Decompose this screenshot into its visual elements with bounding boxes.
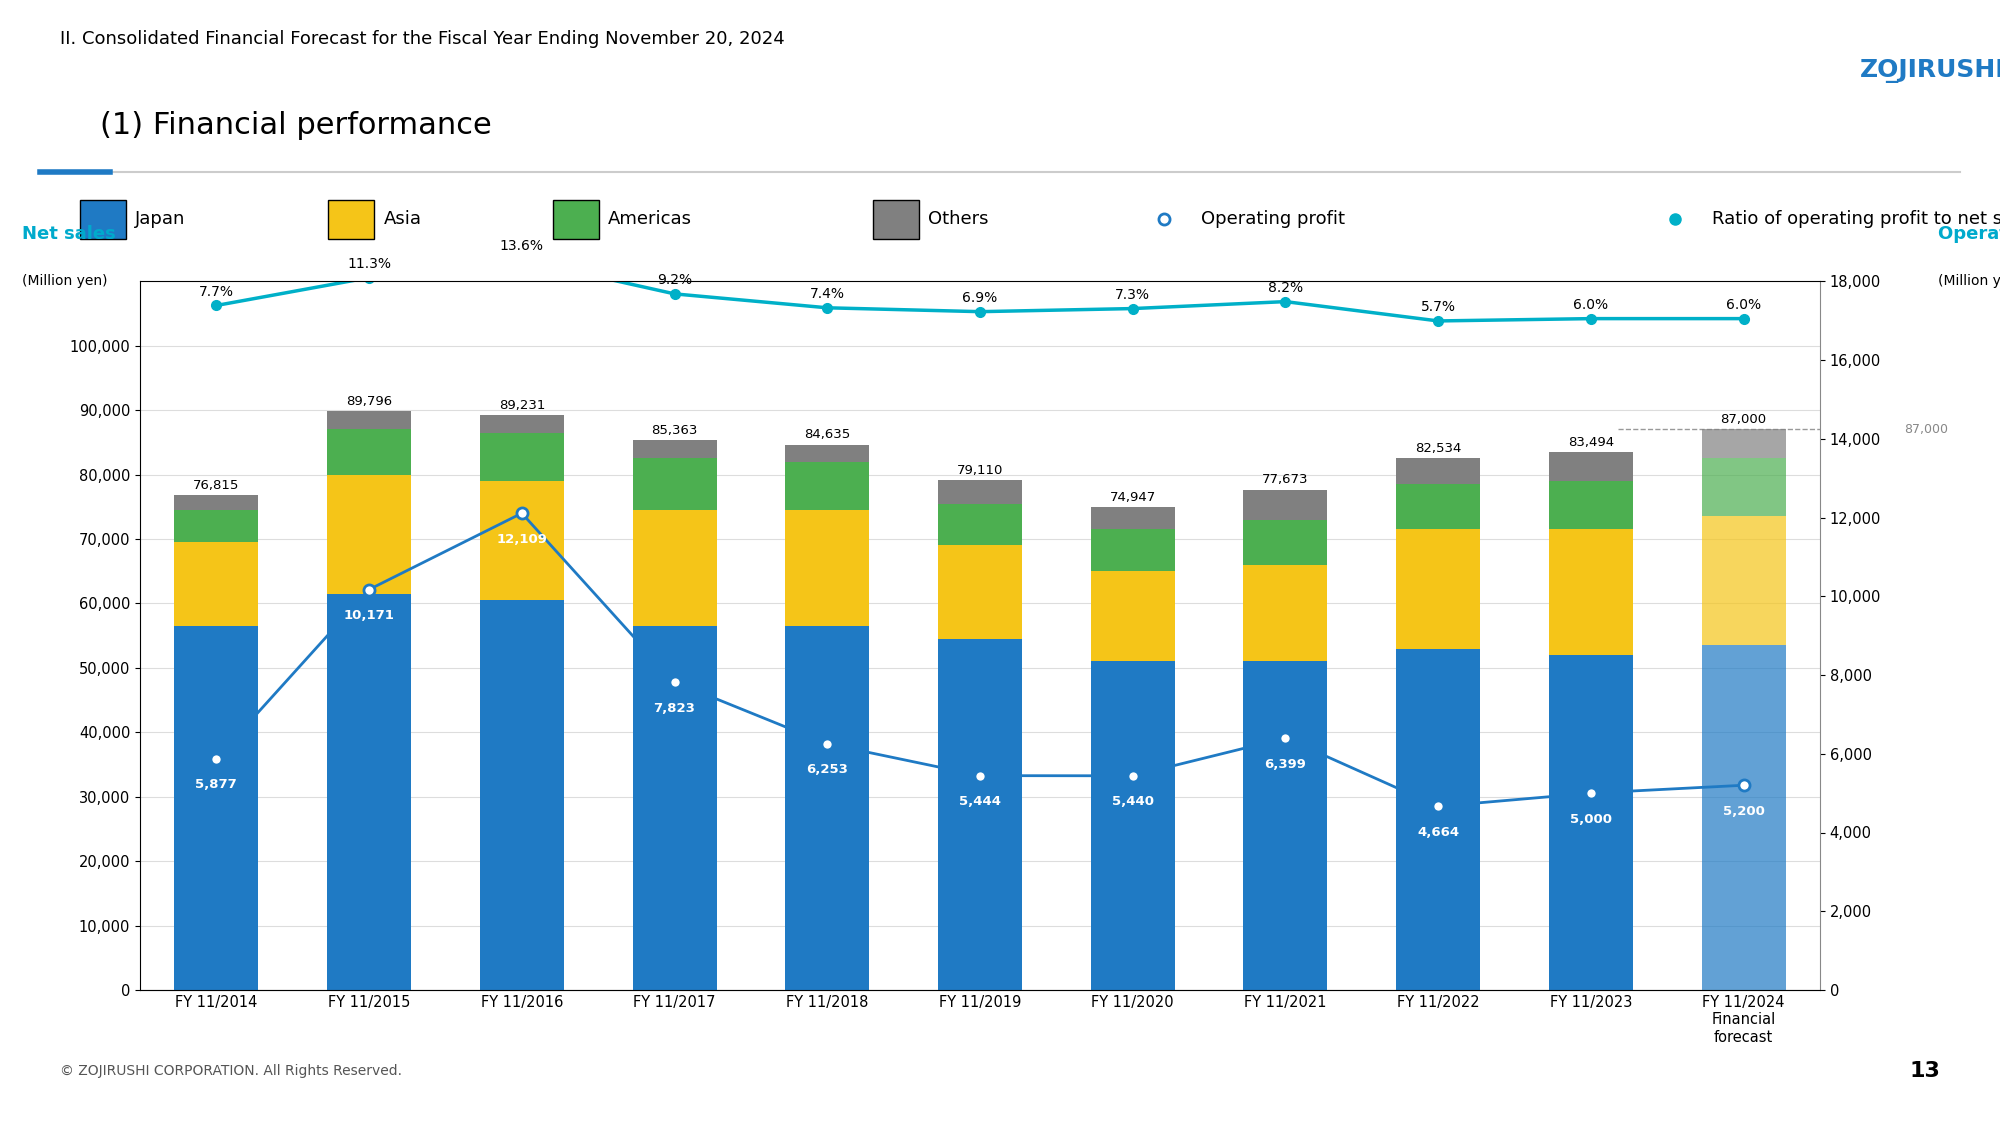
Text: 84,635: 84,635 bbox=[804, 429, 850, 441]
Bar bbox=[1548, 530, 1632, 655]
Text: 6.0%: 6.0% bbox=[1574, 298, 1608, 312]
Text: 9.2%: 9.2% bbox=[656, 273, 692, 287]
Text: Operating profit: Operating profit bbox=[1938, 225, 2000, 243]
Bar bbox=[480, 482, 564, 601]
Bar bbox=[1090, 529, 1174, 572]
Text: Japan: Japan bbox=[136, 210, 186, 228]
Bar bbox=[328, 430, 412, 475]
Text: 12,109: 12,109 bbox=[496, 533, 548, 546]
Bar bbox=[1702, 516, 1786, 646]
Bar bbox=[786, 510, 870, 626]
Bar bbox=[1396, 530, 1480, 648]
Text: © ZOJIRUSHI CORPORATION. All Rights Reserved.: © ZOJIRUSHI CORPORATION. All Rights Rese… bbox=[60, 1064, 402, 1078]
Text: 79,110: 79,110 bbox=[956, 464, 1004, 477]
Bar bbox=[632, 510, 716, 626]
Text: 11.3%: 11.3% bbox=[348, 258, 392, 271]
FancyBboxPatch shape bbox=[328, 199, 374, 238]
Text: Net sales: Net sales bbox=[22, 225, 116, 243]
Bar bbox=[328, 594, 412, 990]
Bar bbox=[328, 412, 412, 430]
Text: 6,253: 6,253 bbox=[806, 764, 848, 776]
Bar bbox=[174, 510, 258, 542]
Text: 89,796: 89,796 bbox=[346, 395, 392, 408]
Bar bbox=[1090, 507, 1174, 530]
Text: Others: Others bbox=[928, 210, 988, 228]
Text: 74,947: 74,947 bbox=[1110, 490, 1156, 504]
Text: 6.9%: 6.9% bbox=[962, 291, 998, 305]
Text: (1) Financial performance: (1) Financial performance bbox=[100, 111, 492, 141]
Bar bbox=[786, 444, 870, 461]
Bar bbox=[632, 459, 716, 510]
Text: Americas: Americas bbox=[608, 210, 692, 228]
Text: 5,877: 5,877 bbox=[196, 778, 238, 791]
FancyBboxPatch shape bbox=[80, 199, 126, 238]
Text: 4,664: 4,664 bbox=[1418, 826, 1460, 839]
Bar bbox=[1244, 520, 1328, 565]
Text: 85,363: 85,363 bbox=[652, 424, 698, 436]
Text: 89,231: 89,231 bbox=[498, 399, 546, 412]
Bar bbox=[632, 440, 716, 459]
Bar bbox=[1548, 482, 1632, 530]
Bar bbox=[1244, 662, 1328, 990]
Text: Asia: Asia bbox=[384, 210, 422, 228]
Bar bbox=[1702, 646, 1786, 990]
Bar bbox=[1548, 655, 1632, 990]
Text: 13.6%: 13.6% bbox=[500, 240, 544, 253]
Bar bbox=[1090, 572, 1174, 662]
Text: 5.7%: 5.7% bbox=[1420, 300, 1456, 315]
Text: (Million yen): (Million yen) bbox=[1938, 274, 2000, 288]
Bar bbox=[174, 542, 258, 626]
Bar bbox=[786, 461, 870, 510]
Bar bbox=[632, 626, 716, 990]
Bar bbox=[1548, 452, 1632, 481]
Bar bbox=[1396, 458, 1480, 484]
Text: 13: 13 bbox=[1910, 1061, 1940, 1081]
Text: 5,000: 5,000 bbox=[1570, 812, 1612, 826]
Bar bbox=[1244, 565, 1328, 662]
Text: 5,444: 5,444 bbox=[960, 795, 1002, 809]
Text: II. Consolidated Financial Forecast for the Fiscal Year Ending November 20, 2024: II. Consolidated Financial Forecast for … bbox=[60, 30, 784, 48]
Text: Operating profit: Operating profit bbox=[1200, 210, 1344, 228]
Bar bbox=[480, 433, 564, 482]
Bar bbox=[1090, 662, 1174, 990]
Text: 6,399: 6,399 bbox=[1264, 758, 1306, 771]
Text: 7.4%: 7.4% bbox=[810, 287, 844, 302]
Bar bbox=[480, 601, 564, 990]
Bar bbox=[938, 546, 1022, 639]
Text: 7,823: 7,823 bbox=[654, 702, 696, 714]
Text: 82,534: 82,534 bbox=[1414, 442, 1462, 454]
Text: 7.3%: 7.3% bbox=[1116, 288, 1150, 303]
FancyBboxPatch shape bbox=[874, 199, 920, 238]
Bar bbox=[938, 480, 1022, 504]
Bar bbox=[938, 504, 1022, 546]
Text: 77,673: 77,673 bbox=[1262, 474, 1308, 486]
Bar bbox=[1244, 489, 1328, 520]
Text: 83,494: 83,494 bbox=[1568, 435, 1614, 449]
Text: 87,000: 87,000 bbox=[1904, 423, 1948, 436]
Bar bbox=[174, 626, 258, 990]
Bar bbox=[786, 626, 870, 990]
Bar bbox=[1396, 648, 1480, 990]
Bar bbox=[1396, 484, 1480, 530]
Text: 87,000: 87,000 bbox=[1720, 413, 1766, 426]
Bar bbox=[328, 475, 412, 594]
Text: ZO̲JIRUSHI: ZO̲JIRUSHI bbox=[1860, 58, 2000, 83]
Text: Ratio of operating profit to net sales: Ratio of operating profit to net sales bbox=[1712, 210, 2000, 228]
Text: 10,171: 10,171 bbox=[344, 610, 394, 622]
Text: 6.0%: 6.0% bbox=[1726, 298, 1762, 312]
Text: (Million yen): (Million yen) bbox=[22, 274, 108, 288]
Text: 5,200: 5,200 bbox=[1722, 806, 1764, 818]
FancyBboxPatch shape bbox=[552, 199, 598, 238]
Text: 8.2%: 8.2% bbox=[1268, 281, 1304, 295]
Bar bbox=[480, 415, 564, 433]
Text: 7.7%: 7.7% bbox=[198, 285, 234, 299]
Text: 76,815: 76,815 bbox=[194, 479, 240, 492]
Text: 5,440: 5,440 bbox=[1112, 795, 1154, 809]
Bar bbox=[1702, 459, 1786, 516]
Bar bbox=[938, 639, 1022, 990]
Bar bbox=[1702, 430, 1786, 459]
Bar bbox=[174, 495, 258, 510]
